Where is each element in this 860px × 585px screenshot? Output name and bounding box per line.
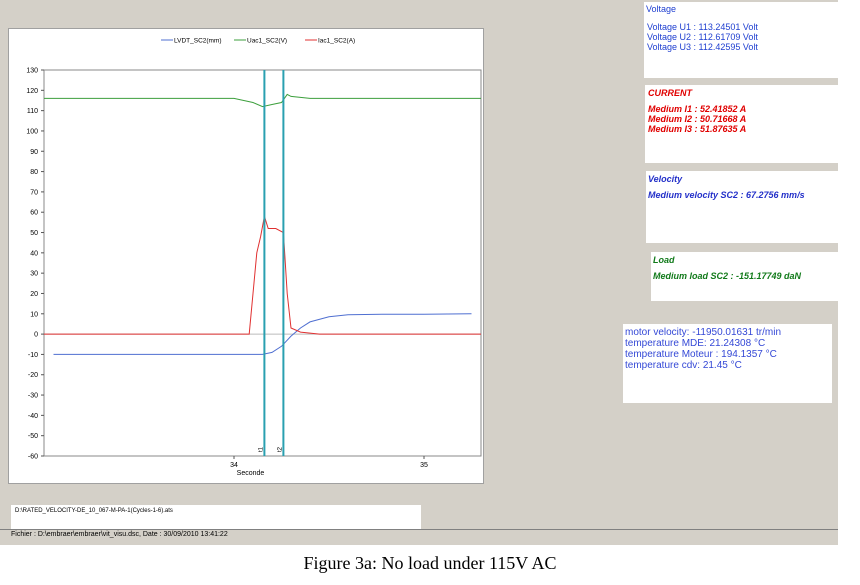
- y-tick-label: 50: [30, 230, 38, 237]
- x-tick-label: 35: [420, 462, 428, 469]
- y-tick-label: 100: [26, 128, 38, 135]
- legend-label-2: Uac1_SC2(V): [247, 38, 287, 45]
- x-tick-label: 34: [230, 462, 238, 469]
- load-panel: Load Medium load SC2 : -151.17749 daN: [651, 252, 841, 301]
- y-tick-label: 10: [30, 311, 38, 318]
- status-bar: Fichier : D:\embraer\embraer\vit_visu.ds…: [11, 531, 228, 538]
- series-line-3: [44, 216, 481, 335]
- y-tick-label: -50: [28, 433, 38, 440]
- temperature-mde: temperature MDE: 21.24308 °C: [625, 338, 766, 349]
- y-tick-label: 20: [30, 291, 38, 298]
- velocity-value: Medium velocity SC2 : 67.2756 mm/s: [648, 190, 805, 200]
- series-line-2: [44, 93, 481, 108]
- y-tick-label: 90: [30, 149, 38, 156]
- temperature-motor: temperature Moteur : 194.1357 °C: [625, 349, 777, 360]
- y-tick-label: 0: [34, 332, 38, 339]
- y-tick-label: 80: [30, 169, 38, 176]
- y-tick-label: 60: [30, 210, 38, 217]
- line-chart: 1301201101009080706050403020100-10-20-30…: [26, 38, 482, 477]
- y-tick-label: 70: [30, 189, 38, 196]
- y-tick-label: 40: [30, 250, 38, 257]
- velocity-title: Velocity: [648, 174, 683, 184]
- x-axis-label: Seconde: [237, 470, 265, 477]
- current-title: CURRENT: [648, 88, 692, 98]
- current-panel: CURRENT Medium I1 : 52.41852 A Medium I2…: [645, 85, 841, 163]
- current-i1: Medium I1 : 52.41852 A: [648, 104, 747, 114]
- file-path-text: D:\RATED_VELOCITY-DE_10_067-M-PA-1(Cycle…: [15, 508, 173, 514]
- y-tick-label: -60: [28, 454, 38, 461]
- current-i2: Medium I2 : 50.71668 A: [648, 114, 747, 124]
- y-tick-label: 30: [30, 271, 38, 278]
- current-i3: Medium I3 : 51.87635 A: [648, 124, 747, 134]
- series-line-1: [53, 313, 472, 355]
- velocity-panel: Velocity Medium velocity SC2 : 67.2756 m…: [646, 171, 842, 243]
- y-tick-label: -30: [28, 393, 38, 400]
- motor-velocity: motor velocity: -11950.01631 tr/min: [625, 327, 782, 338]
- voltage-u2: Voltage U2 : 112.61709 Volt: [647, 32, 758, 42]
- voltage-panel: Voltage Voltage U1 : 113.24501 Volt Volt…: [644, 2, 840, 78]
- y-tick-label: 110: [27, 108, 38, 115]
- y-tick-label: -20: [28, 372, 38, 379]
- cursor-label-1: t1: [258, 446, 264, 452]
- y-tick-label: 130: [26, 68, 38, 75]
- load-value: Medium load SC2 : -151.17749 daN: [653, 271, 802, 281]
- figure-caption: Figure 3a: No load under 115V AC: [303, 553, 557, 573]
- voltage-title: Voltage: [646, 4, 677, 14]
- status-divider: [0, 529, 838, 530]
- voltage-u3: Voltage U3 : 112.42595 Volt: [647, 42, 758, 52]
- app-window: 130 120 110 100 90 80 70 60 50 40 30 20 10 0 -10 -20 -30…: [0, 0, 838, 545]
- legend-label-3: Iac1_SC2(A): [318, 38, 355, 45]
- load-title: Load: [653, 255, 675, 265]
- motor-panel: motor velocity: -11950.01631 tr/min temp…: [623, 324, 832, 403]
- cursor-label-2: t2: [277, 446, 283, 452]
- y-tick-label: -40: [28, 413, 38, 420]
- voltage-u1: Voltage U1 : 113.24501 Volt: [647, 22, 758, 32]
- y-tick-label: 120: [26, 88, 38, 95]
- chart-panel: 130 120 110 100 90 80 70 60 50 40 30 20 10 0 -10 -20 -30…: [8, 28, 484, 484]
- temperature-cdv: temperature cdv: 21.45 °C: [625, 360, 742, 371]
- y-tick-label: -10: [28, 352, 38, 359]
- legend-label-1: LVDT_SC2(mm): [174, 38, 222, 45]
- file-path-field[interactable]: D:\RATED_VELOCITY-DE_10_067-M-PA-1(Cycle…: [11, 505, 421, 529]
- plot-area: [43, 69, 482, 457]
